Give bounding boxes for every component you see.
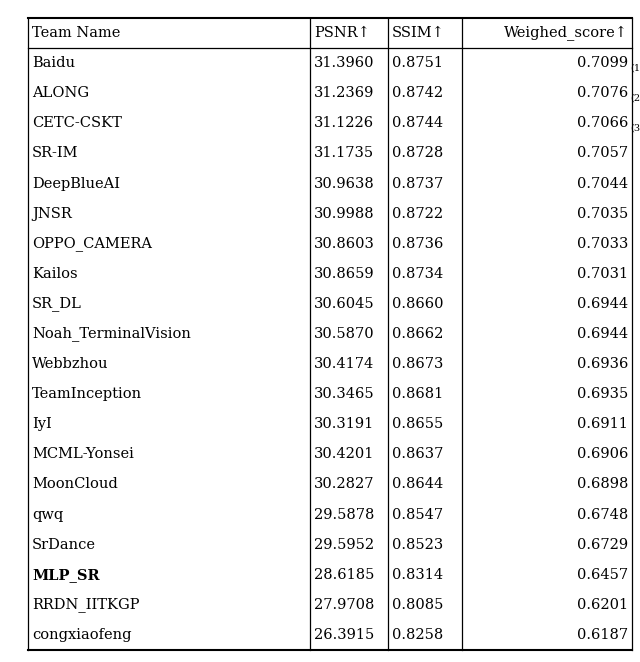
- Text: 0.7035: 0.7035: [577, 207, 628, 220]
- Text: 0.7099: 0.7099: [577, 56, 628, 70]
- Text: 30.8603: 30.8603: [314, 237, 375, 251]
- Text: MoonCloud: MoonCloud: [32, 477, 118, 491]
- Text: 0.8662: 0.8662: [392, 327, 444, 341]
- Text: 30.9638: 30.9638: [314, 177, 375, 191]
- Text: DeepBlueAI: DeepBlueAI: [32, 177, 120, 191]
- Text: SR_DL: SR_DL: [32, 297, 82, 311]
- Text: 30.8659: 30.8659: [314, 267, 374, 281]
- Text: 0.7044: 0.7044: [577, 177, 628, 191]
- Text: 0.8547: 0.8547: [392, 508, 443, 522]
- Text: 0.8742: 0.8742: [392, 86, 443, 100]
- Text: 31.1735: 31.1735: [314, 146, 374, 160]
- Text: 30.9988: 30.9988: [314, 207, 374, 220]
- Text: 0.6457: 0.6457: [577, 568, 628, 582]
- Text: MLP_SR: MLP_SR: [32, 568, 100, 582]
- Text: 29.5952: 29.5952: [314, 538, 374, 551]
- Text: 30.2827: 30.2827: [314, 477, 374, 491]
- Text: ALONG: ALONG: [32, 86, 89, 100]
- Text: 0.6201: 0.6201: [577, 598, 628, 612]
- Text: SSIM↑: SSIM↑: [392, 26, 445, 40]
- Text: 30.3191: 30.3191: [314, 417, 374, 431]
- Text: 0.8523: 0.8523: [392, 538, 444, 551]
- Text: 28.6185: 28.6185: [314, 568, 374, 582]
- Text: 30.4174: 30.4174: [314, 357, 374, 371]
- Text: 0.6898: 0.6898: [577, 477, 628, 491]
- Text: 0.6748: 0.6748: [577, 508, 628, 522]
- Text: 0.7066: 0.7066: [577, 117, 628, 130]
- Text: 31.3960: 31.3960: [314, 56, 374, 70]
- Text: MCML-Yonsei: MCML-Yonsei: [32, 448, 134, 461]
- Text: 0.8751: 0.8751: [392, 56, 443, 70]
- Text: 0.7033: 0.7033: [577, 237, 628, 251]
- Text: 30.4201: 30.4201: [314, 448, 374, 461]
- Text: congxiaofeng: congxiaofeng: [32, 628, 131, 642]
- Text: 0.8737: 0.8737: [392, 177, 444, 191]
- Text: (3): (3): [630, 124, 640, 133]
- Text: PSNR↑: PSNR↑: [314, 26, 370, 40]
- Text: 31.2369: 31.2369: [314, 86, 374, 100]
- Text: 0.8258: 0.8258: [392, 628, 444, 642]
- Text: 0.8681: 0.8681: [392, 387, 444, 401]
- Text: 31.1226: 31.1226: [314, 117, 374, 130]
- Text: 0.8744: 0.8744: [392, 117, 443, 130]
- Text: 0.7031: 0.7031: [577, 267, 628, 281]
- Text: 30.5870: 30.5870: [314, 327, 374, 341]
- Text: Team Name: Team Name: [32, 26, 120, 40]
- Text: SR-IM: SR-IM: [32, 146, 79, 160]
- Text: 0.7057: 0.7057: [577, 146, 628, 160]
- Text: Noah_TerminalVision: Noah_TerminalVision: [32, 326, 191, 342]
- Text: 0.8637: 0.8637: [392, 448, 444, 461]
- Text: 26.3915: 26.3915: [314, 628, 374, 642]
- Text: 0.8736: 0.8736: [392, 237, 444, 251]
- Text: TeamInception: TeamInception: [32, 387, 142, 401]
- Text: 0.8655: 0.8655: [392, 417, 444, 431]
- Text: 30.6045: 30.6045: [314, 297, 374, 311]
- Text: 0.6187: 0.6187: [577, 628, 628, 642]
- Text: 0.8085: 0.8085: [392, 598, 444, 612]
- Text: 0.8660: 0.8660: [392, 297, 444, 311]
- Text: RRDN_IITKGP: RRDN_IITKGP: [32, 597, 140, 612]
- Text: (1): (1): [630, 64, 640, 73]
- Text: 0.6729: 0.6729: [577, 538, 628, 551]
- Text: IyI: IyI: [32, 417, 52, 431]
- Text: 0.6944: 0.6944: [577, 297, 628, 311]
- Text: 0.8673: 0.8673: [392, 357, 444, 371]
- Text: (2): (2): [630, 94, 640, 103]
- Text: 0.8722: 0.8722: [392, 207, 443, 220]
- Text: 0.6935: 0.6935: [577, 387, 628, 401]
- Text: 0.8734: 0.8734: [392, 267, 444, 281]
- Text: Webbzhou: Webbzhou: [32, 357, 109, 371]
- Text: SrDance: SrDance: [32, 538, 96, 551]
- Text: CETC-CSKT: CETC-CSKT: [32, 117, 122, 130]
- Text: Kailos: Kailos: [32, 267, 77, 281]
- Text: 0.8728: 0.8728: [392, 146, 444, 160]
- Text: qwq: qwq: [32, 508, 63, 522]
- Text: 0.7076: 0.7076: [577, 86, 628, 100]
- Text: 0.6911: 0.6911: [577, 417, 628, 431]
- Text: Weighed_score↑: Weighed_score↑: [504, 26, 628, 40]
- Text: Baidu: Baidu: [32, 56, 75, 70]
- Text: 0.6906: 0.6906: [577, 448, 628, 461]
- Text: 0.8644: 0.8644: [392, 477, 444, 491]
- Text: 0.6936: 0.6936: [577, 357, 628, 371]
- Text: 0.8314: 0.8314: [392, 568, 443, 582]
- Text: 27.9708: 27.9708: [314, 598, 374, 612]
- Text: JNSR: JNSR: [32, 207, 72, 220]
- Text: 30.3465: 30.3465: [314, 387, 374, 401]
- Text: 29.5878: 29.5878: [314, 508, 374, 522]
- Text: OPPO_CAMERA: OPPO_CAMERA: [32, 236, 152, 251]
- Text: 0.6944: 0.6944: [577, 327, 628, 341]
